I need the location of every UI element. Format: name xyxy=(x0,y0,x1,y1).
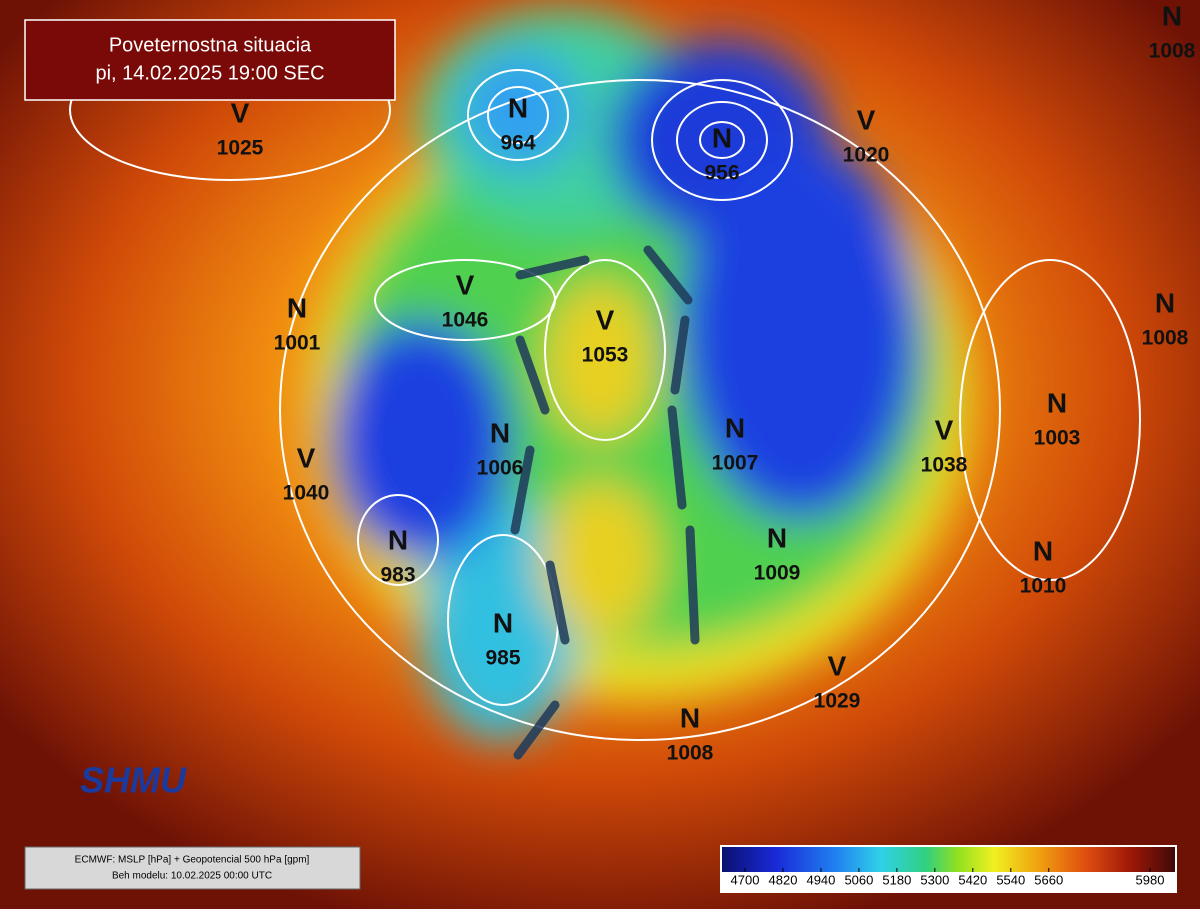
center-pressure: 1006 xyxy=(477,457,524,480)
colorbar-label: 5660 xyxy=(1034,872,1063,887)
subtitle: pi, 14.02.2025 19:00 SEC xyxy=(95,62,324,84)
center-pressure: 1046 xyxy=(442,309,489,332)
colorbar-label: 5540 xyxy=(996,872,1025,887)
colorbar-label: 5180 xyxy=(882,872,911,887)
colorbar-label: 4940 xyxy=(806,872,835,887)
center-type: N xyxy=(767,522,787,553)
center-pressure: 1009 xyxy=(754,562,801,585)
center-pressure: 1008 xyxy=(667,742,714,765)
isobars xyxy=(69,39,1141,741)
logo: SHMU xyxy=(80,760,187,801)
center-pressure: 1007 xyxy=(712,452,759,475)
colorbar-label: 5980 xyxy=(1136,872,1165,887)
geopotential-field xyxy=(310,10,970,740)
center-pressure: 1038 xyxy=(921,454,968,477)
center-type: N xyxy=(1155,287,1175,318)
center-pressure: 1020 xyxy=(843,144,890,167)
colorbar-label: 5420 xyxy=(958,872,987,887)
center-type: N xyxy=(712,122,732,153)
colorbar-label: 5300 xyxy=(920,872,949,887)
center-type: N xyxy=(493,607,513,638)
title: Poveternostna situacia xyxy=(109,34,312,56)
center-type: N xyxy=(1033,535,1053,566)
center-pressure: 1008 xyxy=(1149,40,1196,63)
center-type: N xyxy=(287,292,307,323)
colorbar-label: 5060 xyxy=(844,872,873,887)
center-pressure: 985 xyxy=(485,647,520,670)
center-pressure: 964 xyxy=(500,132,535,155)
center-type: V xyxy=(297,442,316,473)
center-pressure: 1010 xyxy=(1020,575,1067,598)
center-type: V xyxy=(456,269,475,300)
colorbar-label: 4820 xyxy=(769,872,798,887)
center-type: N xyxy=(725,412,745,443)
footer-box xyxy=(24,846,361,890)
footer-line: Beh modelu: 10.02.2025 00:00 UTC xyxy=(112,871,272,882)
colorbar xyxy=(722,847,1175,872)
footer-line: ECMWF: MSLP [hPa] + Geopotencial 500 hPa… xyxy=(75,855,310,866)
center-pressure: 983 xyxy=(380,564,415,587)
center-pressure: 1025 xyxy=(217,137,264,160)
colorbar-label: 4700 xyxy=(731,872,760,887)
flow-arrows xyxy=(510,245,700,760)
center-type: V xyxy=(231,97,250,128)
center-pressure: 1029 xyxy=(814,690,861,713)
center-pressure: 1008 xyxy=(1142,327,1189,350)
center-pressure: 956 xyxy=(704,162,739,185)
title-box xyxy=(24,19,396,101)
center-type: N xyxy=(508,92,528,123)
center-type: N xyxy=(680,702,700,733)
center-type: N xyxy=(1047,387,1067,418)
center-type: V xyxy=(935,414,954,445)
center-pressure: 1003 xyxy=(1034,427,1081,450)
center-type: V xyxy=(857,104,876,135)
center-type: N xyxy=(388,524,408,555)
center-pressure: 1001 xyxy=(274,332,321,355)
center-type: V xyxy=(828,650,847,681)
center-pressure: 1053 xyxy=(582,344,629,367)
center-type: V xyxy=(596,304,615,335)
center-pressure: 1040 xyxy=(283,482,330,505)
center-type: N xyxy=(1162,0,1182,31)
center-type: N xyxy=(490,417,510,448)
